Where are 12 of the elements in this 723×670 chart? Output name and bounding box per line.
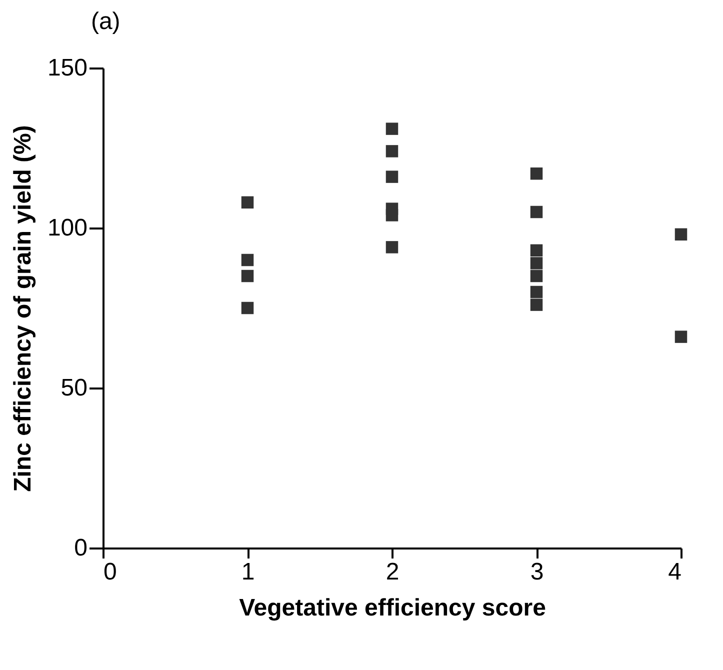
y-tick-label: 0: [74, 534, 88, 562]
x-tick-label: 0: [104, 558, 117, 586]
chart-title: (a): [90, 8, 120, 35]
x-tick-label: 2: [386, 558, 400, 586]
y-tick-label: 150: [47, 54, 88, 82]
x-axis-title: Vegetative efficiency score: [239, 594, 546, 622]
x-tick-label: 4: [668, 558, 682, 586]
y-tick-label: 100: [47, 214, 88, 242]
x-tick-label: 3: [530, 558, 544, 586]
y-tick-label: 50: [60, 374, 88, 402]
x-tick-label: 1: [241, 558, 255, 586]
y-axis-title: Zinc efficiency of grain yield (%): [9, 125, 36, 492]
